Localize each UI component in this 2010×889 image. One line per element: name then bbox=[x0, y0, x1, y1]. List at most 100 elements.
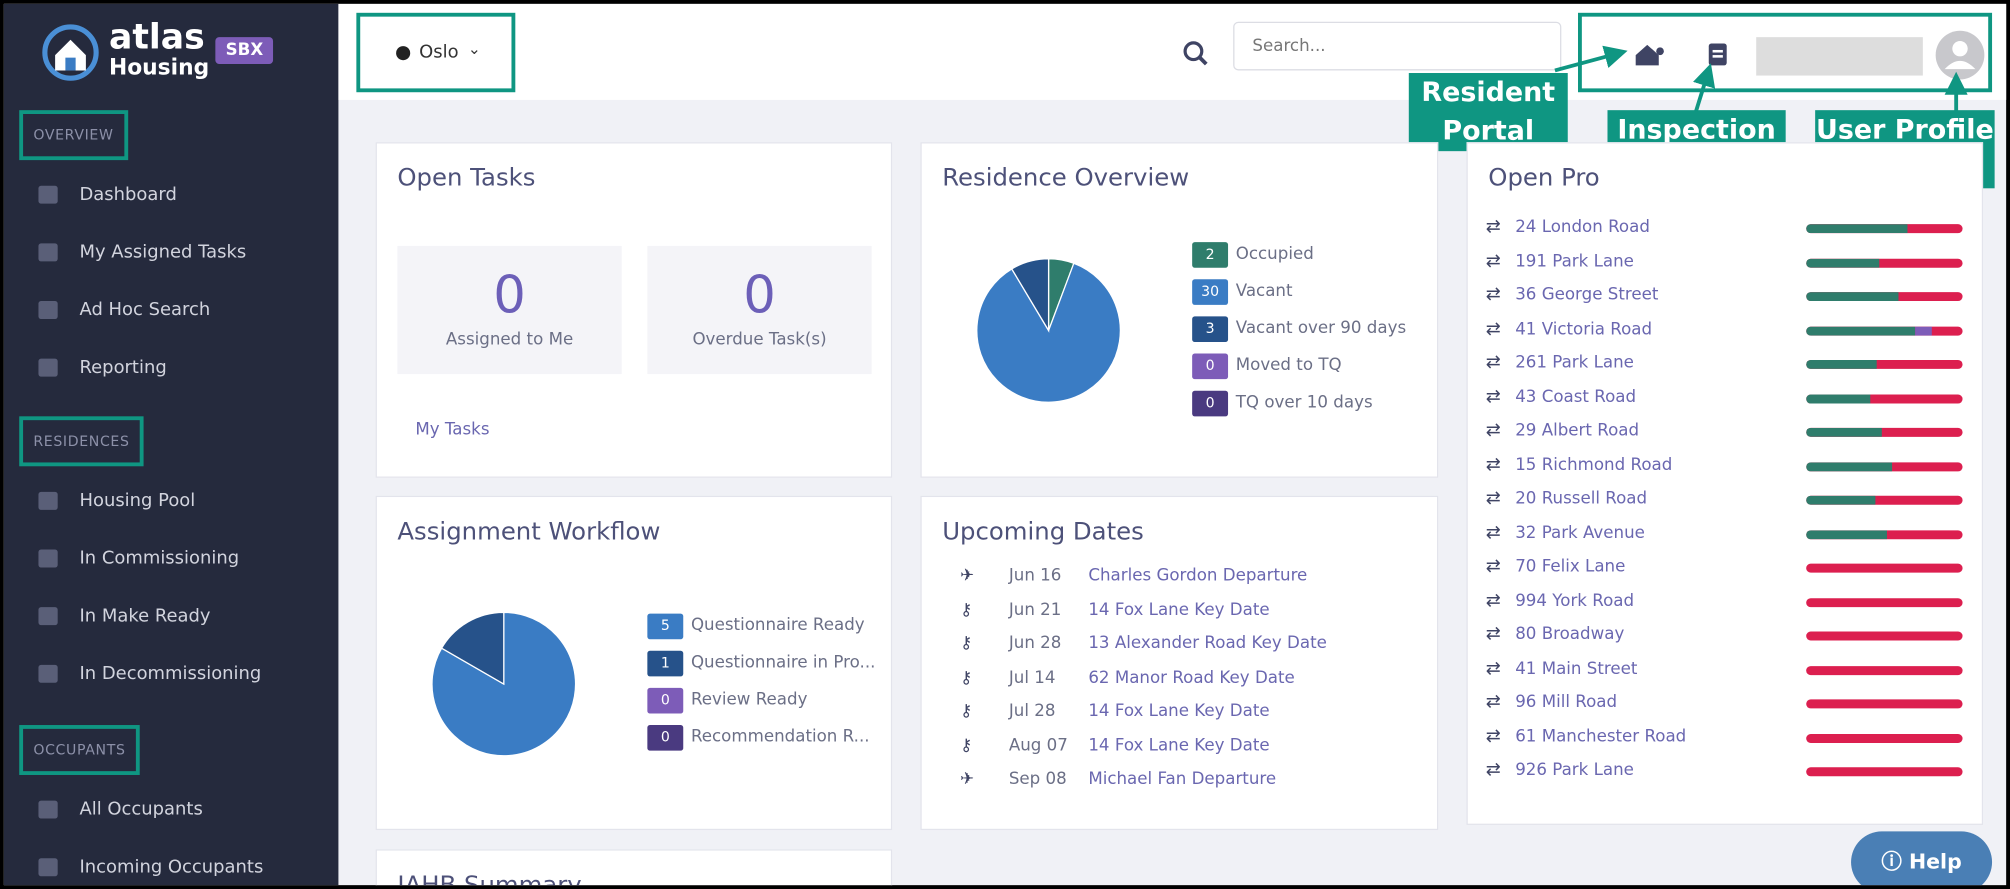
nav-item[interactable]: My Assigned Tasks bbox=[79, 242, 247, 263]
legend-item: 0 Review Ready bbox=[647, 687, 807, 715]
date-icon: ⚷ bbox=[960, 701, 973, 722]
legend-count: 3 bbox=[1192, 315, 1229, 342]
date: Jul 28 bbox=[1008, 701, 1056, 722]
nav-item[interactable]: Dashboard bbox=[79, 184, 177, 205]
open-projects-card: Open Pro ⇄ 24 London Road ⇄ 191 Park Lane ⇄ 36… bbox=[1466, 142, 1984, 825]
stat-value: 0 bbox=[493, 266, 526, 326]
card-title: Residence Overview bbox=[942, 163, 1190, 193]
project-link[interactable]: 926 Park Lane bbox=[1515, 760, 1634, 781]
project-link[interactable]: 20 Russell Road bbox=[1515, 489, 1648, 509]
event-link[interactable]: 14 Fox Lane Key Date bbox=[1088, 600, 1270, 620]
project-link[interactable]: 36 George Street bbox=[1515, 285, 1659, 305]
section-title: RESIDENCES bbox=[19, 416, 144, 467]
project-link[interactable]: 96 Mill Road bbox=[1515, 693, 1618, 713]
nav-icon bbox=[38, 185, 58, 204]
progress-done bbox=[1806, 224, 1908, 234]
search-box[interactable]: Search... bbox=[1233, 21, 1562, 71]
progress-bar bbox=[1806, 767, 1963, 777]
progress-bar bbox=[1806, 292, 1963, 302]
project-link[interactable]: 994 York Road bbox=[1515, 591, 1635, 611]
resident-portal-icon[interactable] bbox=[1633, 40, 1666, 68]
section-title: OVERVIEW bbox=[19, 110, 128, 161]
project-link[interactable]: 191 Park Lane bbox=[1515, 251, 1634, 271]
pie-slice bbox=[976, 262, 1121, 403]
legend-item: 30 Vacant bbox=[1192, 278, 1293, 306]
project-link[interactable]: 41 Main Street bbox=[1515, 659, 1638, 679]
project-link[interactable]: 43 Coast Road bbox=[1515, 387, 1637, 407]
date-icon: ✈ bbox=[960, 769, 975, 790]
event-link[interactable]: 62 Manor Road Key Date bbox=[1088, 668, 1295, 688]
legend-label: Questionnaire in Pro... bbox=[690, 653, 876, 673]
project-link[interactable]: 70 Felix Lane bbox=[1515, 557, 1626, 577]
nav-icon bbox=[38, 301, 58, 319]
project-link[interactable]: 80 Broadway bbox=[1515, 625, 1625, 645]
upcoming-dates-card: Upcoming Dates ✈ Jun 16 Charles Gordon Depa… bbox=[920, 495, 1439, 831]
legend-label: Questionnaire Ready bbox=[690, 616, 865, 636]
legend-item: 0 Recommendation R... bbox=[647, 724, 870, 752]
location-select[interactable]: Oslo ⌄ bbox=[356, 12, 516, 93]
nav-item[interactable]: All Occupants bbox=[79, 799, 203, 820]
project-link[interactable]: 61 Manchester Road bbox=[1515, 726, 1687, 747]
nav-item[interactable]: Ad Hoc Search bbox=[79, 299, 211, 321]
event-link[interactable]: 14 Fox Lane Key Date bbox=[1088, 701, 1270, 722]
location-dot bbox=[396, 46, 411, 61]
progress-bar bbox=[1806, 224, 1963, 234]
progress-bar bbox=[1806, 258, 1963, 268]
nav-icon bbox=[38, 858, 58, 877]
help-button[interactable]: ⓘ Help bbox=[1851, 831, 1993, 886]
legend-label: Vacant bbox=[1235, 281, 1293, 302]
progress-done bbox=[1806, 292, 1899, 302]
progress-bar bbox=[1806, 597, 1963, 607]
nav-item[interactable]: Housing Pool bbox=[79, 490, 196, 512]
date: Jun 16 bbox=[1008, 566, 1062, 586]
legend-label: Occupied bbox=[1235, 244, 1314, 264]
date: Jun 21 bbox=[1008, 600, 1062, 620]
legend-item: 2 Occupied bbox=[1192, 241, 1314, 269]
my-tasks-link[interactable]: My Tasks bbox=[415, 420, 490, 440]
project-icon: ⇄ bbox=[1485, 386, 1501, 407]
project-icon: ⇄ bbox=[1485, 352, 1501, 373]
nav-item[interactable]: In Make Ready bbox=[79, 605, 211, 627]
project-icon: ⇄ bbox=[1485, 454, 1501, 475]
event-link[interactable]: Michael Fan Departure bbox=[1088, 769, 1277, 790]
project-icon: ⇄ bbox=[1485, 589, 1501, 611]
progress-review bbox=[1915, 326, 1932, 335]
legend-count: 0 bbox=[647, 724, 684, 751]
legend-count: 0 bbox=[1192, 352, 1229, 379]
project-link[interactable]: 261 Park Lane bbox=[1515, 353, 1634, 373]
legend-item: 3 Vacant over 90 days bbox=[1192, 315, 1406, 343]
project-link[interactable]: 15 Richmond Road bbox=[1515, 455, 1673, 475]
callout: Resident Portal bbox=[1408, 73, 1568, 152]
project-icon: ⇄ bbox=[1485, 521, 1501, 543]
avatar[interactable] bbox=[1934, 29, 1985, 80]
header-actions bbox=[1578, 12, 1993, 93]
nav-item[interactable]: Incoming Occupants bbox=[79, 856, 264, 878]
progress-done bbox=[1806, 461, 1893, 471]
event-link[interactable]: 13 Alexander Road Key Date bbox=[1088, 634, 1327, 654]
residence-overview-card: Residence Overview 2 Occupied 30 Vacant 3 Vaca… bbox=[920, 142, 1439, 478]
progress-bar bbox=[1806, 326, 1963, 335]
event-link[interactable]: Charles Gordon Departure bbox=[1088, 566, 1308, 586]
pie-chart bbox=[431, 611, 577, 757]
location: Oslo bbox=[419, 42, 459, 63]
legend-item: 5 Questionnaire Ready bbox=[647, 612, 865, 640]
project-link[interactable]: 29 Albert Road bbox=[1515, 421, 1640, 441]
project-link[interactable]: 24 London Road bbox=[1515, 217, 1650, 237]
stat-label: Assigned to Me bbox=[445, 330, 574, 350]
date: Aug 07 bbox=[1008, 735, 1068, 756]
event-link[interactable]: 14 Fox Lane Key Date bbox=[1088, 735, 1270, 756]
progress-done bbox=[1806, 495, 1875, 505]
project-link[interactable]: 32 Park Avenue bbox=[1515, 523, 1645, 543]
search-placeholder: Search... bbox=[1252, 37, 1326, 57]
summary-card: IAHB Summary bbox=[375, 849, 893, 886]
progress-bar bbox=[1806, 563, 1963, 573]
progress-bar bbox=[1806, 699, 1963, 709]
search-icon[interactable] bbox=[1182, 40, 1210, 68]
project-link[interactable]: 41 Victoria Road bbox=[1515, 319, 1653, 339]
nav-item[interactable]: Reporting bbox=[79, 357, 167, 378]
nav-item[interactable]: In Commissioning bbox=[79, 548, 240, 569]
project-icon: ⇄ bbox=[1485, 250, 1501, 271]
nav-item[interactable]: In Decommissioning bbox=[79, 663, 262, 685]
inspection-portal-icon[interactable] bbox=[1705, 40, 1731, 68]
